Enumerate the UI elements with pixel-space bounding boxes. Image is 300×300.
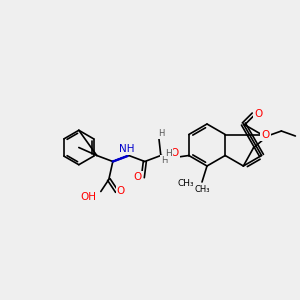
Text: H: H <box>165 149 172 158</box>
Text: CH₃: CH₃ <box>194 185 210 194</box>
Text: O: O <box>261 130 270 140</box>
Text: CH₃: CH₃ <box>177 179 194 188</box>
Text: O: O <box>117 187 125 196</box>
Text: O: O <box>254 109 262 119</box>
Text: H: H <box>160 156 167 165</box>
Text: O: O <box>134 172 142 182</box>
Text: OH: OH <box>81 191 97 202</box>
Text: O: O <box>171 148 179 158</box>
Text: NH: NH <box>119 143 135 154</box>
Text: H: H <box>158 129 164 138</box>
